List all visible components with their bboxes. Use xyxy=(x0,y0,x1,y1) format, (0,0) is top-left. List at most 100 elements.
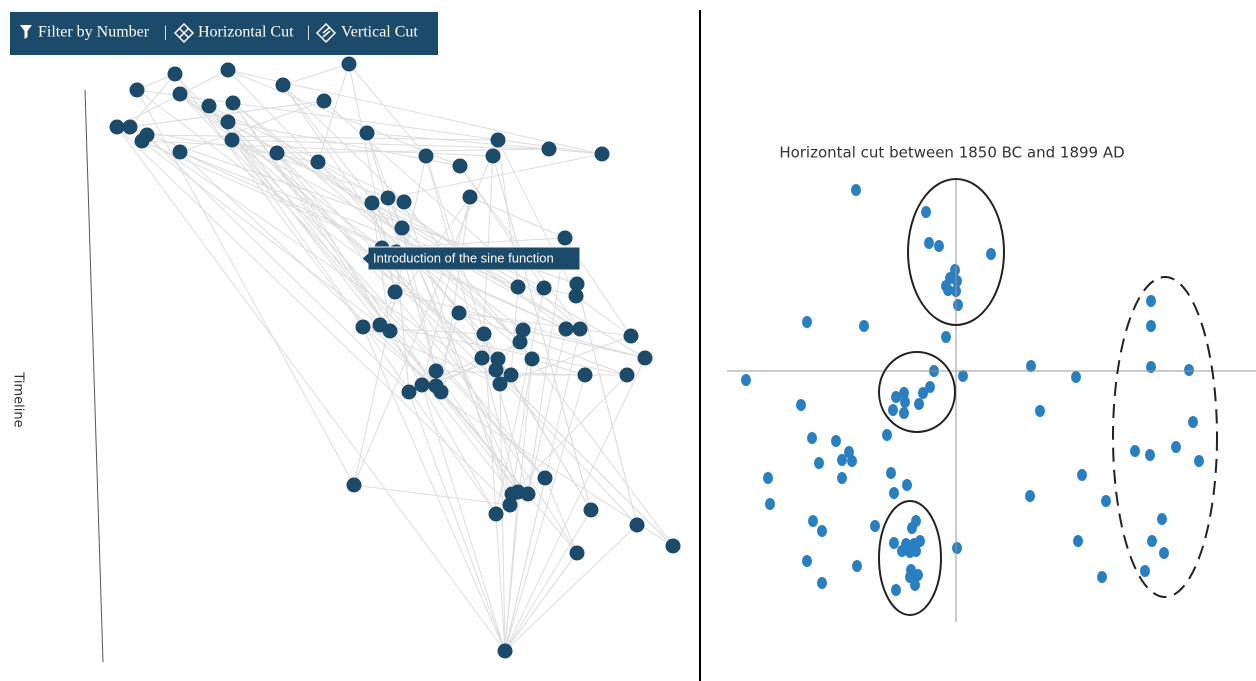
edge xyxy=(469,196,566,239)
node xyxy=(167,66,183,82)
edge xyxy=(231,139,581,330)
edge xyxy=(527,237,566,495)
node xyxy=(220,114,236,130)
edge xyxy=(421,384,674,547)
edge xyxy=(136,89,355,486)
edge xyxy=(504,524,638,652)
dot xyxy=(910,579,920,591)
dot xyxy=(953,299,963,311)
cluster-outline xyxy=(1112,276,1218,598)
node xyxy=(341,56,357,72)
dot xyxy=(900,396,910,408)
dot xyxy=(1146,320,1156,332)
node xyxy=(310,154,326,170)
dot xyxy=(763,472,773,484)
node xyxy=(129,82,145,98)
dot xyxy=(1140,565,1150,577)
dot xyxy=(899,407,909,419)
node xyxy=(485,148,501,164)
dot xyxy=(817,525,827,537)
edge xyxy=(544,477,578,554)
dot xyxy=(1077,469,1087,481)
node xyxy=(488,362,504,378)
edge xyxy=(401,227,513,495)
node xyxy=(316,93,332,109)
edge xyxy=(481,357,638,526)
node xyxy=(541,141,557,157)
edge xyxy=(129,126,501,385)
dot xyxy=(918,387,928,399)
node xyxy=(637,350,653,366)
edge xyxy=(362,326,506,652)
dot xyxy=(888,404,898,416)
dot xyxy=(907,522,917,534)
node xyxy=(201,98,217,114)
tooltip: Introduction of the sine function xyxy=(361,246,581,271)
dot xyxy=(1130,445,1140,457)
edge xyxy=(510,286,519,376)
node xyxy=(220,62,236,78)
edge xyxy=(232,102,533,360)
node xyxy=(623,328,639,344)
edge xyxy=(425,155,519,493)
node xyxy=(569,276,585,292)
edge xyxy=(511,358,533,495)
dot xyxy=(870,520,880,532)
edge xyxy=(276,152,546,479)
dot xyxy=(897,545,907,557)
node xyxy=(428,378,444,394)
dot xyxy=(925,381,935,393)
dot xyxy=(1146,295,1156,307)
edge xyxy=(208,105,513,495)
node xyxy=(524,351,540,367)
edge xyxy=(116,69,229,128)
dot xyxy=(1157,513,1167,525)
edge xyxy=(440,196,471,393)
dot xyxy=(741,374,751,386)
edge xyxy=(208,105,497,515)
node xyxy=(492,376,508,392)
node xyxy=(134,133,150,149)
toolbar-button[interactable]: Horizontal Cut xyxy=(198,24,294,41)
node xyxy=(275,77,291,93)
dot xyxy=(1073,535,1083,547)
edge xyxy=(232,102,524,331)
dot xyxy=(859,320,869,332)
timeline-axis xyxy=(84,89,104,663)
edge xyxy=(379,324,628,376)
node xyxy=(474,350,490,366)
edge xyxy=(504,552,578,652)
edge xyxy=(499,335,632,385)
dot xyxy=(1159,547,1169,559)
edge xyxy=(492,155,592,511)
edge xyxy=(435,370,519,493)
edge xyxy=(353,155,427,486)
dot xyxy=(1194,455,1204,467)
dot xyxy=(882,429,892,441)
edge xyxy=(421,196,471,386)
dot xyxy=(886,467,896,479)
vcut-icon xyxy=(315,22,337,44)
toolbar-button[interactable]: Vertical Cut xyxy=(341,24,418,41)
edge xyxy=(141,140,397,253)
toolbar-button[interactable]: Filter by Number xyxy=(38,24,150,41)
dot xyxy=(1097,571,1107,583)
node xyxy=(502,497,518,513)
dot xyxy=(943,284,953,296)
dot xyxy=(802,316,812,328)
edge xyxy=(208,105,405,203)
node xyxy=(364,195,380,211)
dot xyxy=(915,535,925,547)
edge xyxy=(179,151,442,393)
edge xyxy=(179,93,383,249)
dot xyxy=(921,206,931,218)
node xyxy=(346,477,362,493)
dot xyxy=(952,275,962,287)
dot xyxy=(844,446,854,458)
node xyxy=(476,326,492,342)
edge xyxy=(282,84,405,203)
separator: | xyxy=(307,24,310,41)
edge xyxy=(504,491,519,652)
axis-label: Timeline xyxy=(11,371,26,427)
node xyxy=(387,284,403,300)
